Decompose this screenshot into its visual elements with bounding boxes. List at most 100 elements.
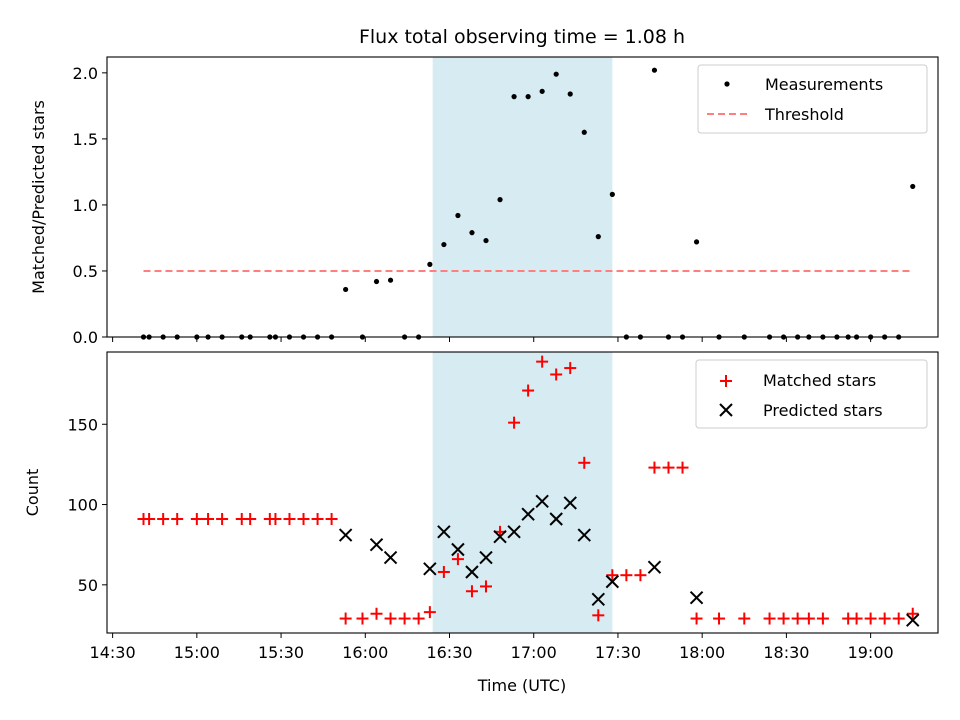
legend-label-matched-stars: Matched stars [763,371,876,390]
matched-star-point [676,461,689,474]
matched-star-point [906,607,919,620]
matched-star-point [690,612,703,625]
top-observing-window [432,57,613,337]
matched-star-point [437,565,450,578]
matched-star-point [339,612,352,625]
measurement-point [693,239,700,245]
matched-star-point [864,612,877,625]
measurement-point [483,237,489,244]
predicted-star-point [437,525,451,539]
measurement-point [910,183,916,190]
top-plot-frame [106,56,939,338]
matched-star-point [522,384,535,397]
matched-star-point [216,512,229,525]
count-points [137,355,920,627]
predicted-star-point [423,562,437,576]
matched-star-point [592,609,605,622]
matched-star-point [634,569,647,582]
matched-star-point [662,461,675,474]
measurement-point [387,277,394,283]
matched-star-point [171,512,184,525]
measurement-point [427,261,433,267]
y-tick-label: 50 [78,576,98,595]
x-tick-label: 15:30 [258,643,304,662]
matched-star-point [802,612,815,625]
predicted-star-point [563,496,577,510]
matched-star-point [202,512,215,525]
legend-marker-measurements [724,81,730,87]
matched-star-point [777,612,790,625]
measurement-point [581,129,587,135]
matched-star-point [423,606,436,619]
matched-star-point [578,456,591,469]
matched-star-point [606,569,619,582]
matched-star-point [356,612,369,625]
top-legend: Measurements Threshold [697,64,928,134]
x-tick-label: 17:30 [595,643,641,662]
chart-title: Flux total observing time = 1.08 h [359,26,685,48]
top-panel: 0.00.51.01.52.0 Matched/Predicted stars … [29,56,939,347]
x-tick-label: 14:30 [90,643,136,662]
matched-star-point [878,612,891,625]
predicted-star-point [451,542,465,557]
bottom-y-axis-label: Count [23,469,42,517]
matched-star-point [283,512,296,525]
measurement-point [553,71,559,77]
predicted-star-point [383,550,398,565]
measurement-point [497,197,503,203]
measurement-point [511,94,517,100]
matched-star-point [269,512,282,525]
predicted-star-point [493,529,507,544]
measurement-point [567,91,573,97]
measurement-point [609,191,615,197]
legend-label-threshold: Threshold [764,105,844,124]
matched-star-point [550,368,563,381]
measurement-point [441,241,447,248]
predicted-star-point [507,525,521,539]
matched-star-point [244,512,257,525]
matched-star-point [384,612,397,625]
matched-star-point [648,461,661,474]
matched-star-point [325,512,338,525]
x-tick-label: 16:00 [342,643,388,662]
measurement-point [373,278,380,285]
matched-star-point [508,416,521,429]
top-y-axis-label: Matched/Predicted stars [29,100,48,294]
bottom-x-ticks: 14:30 15:00 15:30 16:00 16:30 17:00 17:30 18:00… [90,633,894,662]
x-tick-label: 18:00 [679,643,725,662]
matched-star-point [564,362,577,375]
matched-star-point [816,612,829,625]
matched-star-point [480,580,493,593]
predicted-star-point [647,560,662,574]
bottom-legend-box [695,359,928,429]
matched-star-point [620,569,633,582]
top-x-ticks [112,337,872,342]
predicted-star-point [465,565,479,579]
x-tick-label: 19:00 [848,643,894,662]
predicted-star-point [591,592,606,606]
bottom-observing-window [432,352,613,633]
matched-star-point [536,355,549,368]
predicted-star-point [338,528,353,542]
matched-star-point [412,612,425,625]
measurement-point [595,234,601,240]
bottom-x-axis-label: Time (UTC) [477,676,566,695]
y-tick-label: 0.5 [73,262,98,281]
y-tick-label: 100 [67,496,98,515]
matched-star-point [713,612,726,625]
matched-star-point [311,512,324,525]
predicted-star-point [535,494,549,509]
predicted-star-point [689,590,704,605]
measurement-point [343,286,349,293]
measurement-point [525,94,531,100]
measurement-point [651,67,658,73]
measurement-point [469,230,475,236]
matched-star-point [892,612,905,625]
predicted-star-point [521,507,535,521]
matched-star-point [297,512,310,525]
legend-marker-predicted-stars [719,403,733,417]
matched-star-point [370,607,383,620]
x-tick-label: 16:30 [426,643,472,662]
